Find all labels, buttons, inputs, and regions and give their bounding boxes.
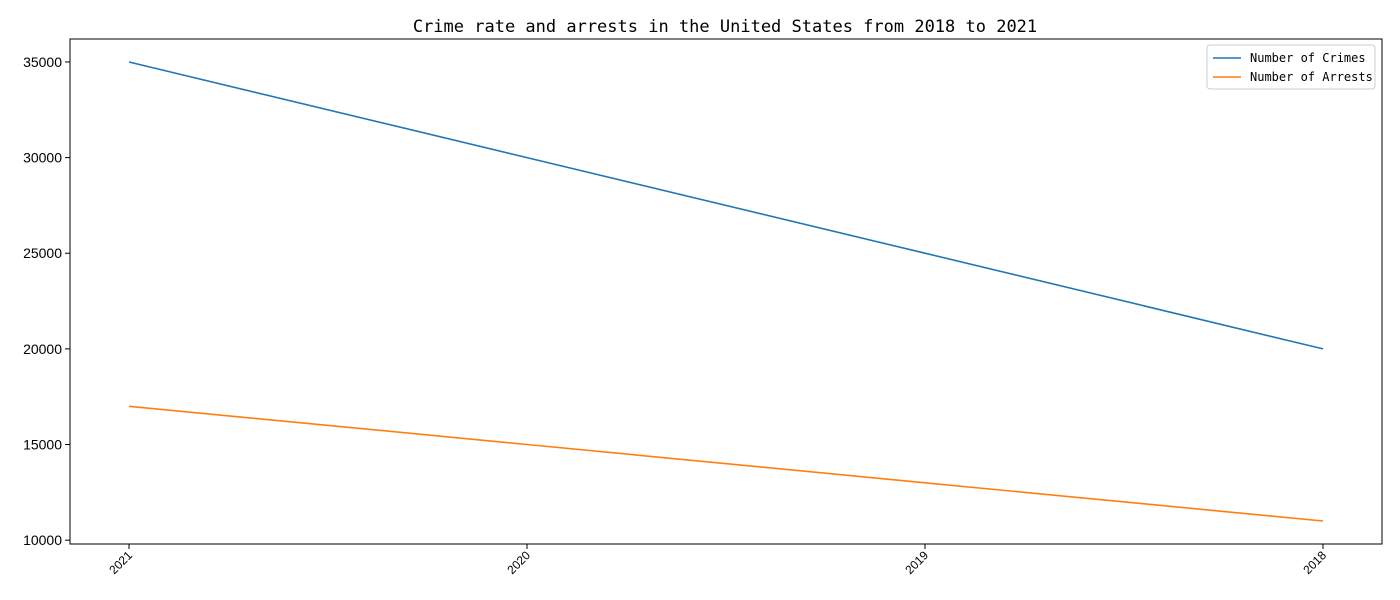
x-tick-label: 2021 bbox=[106, 548, 135, 577]
legend-box bbox=[1206, 44, 1376, 90]
x-axis: 2021 2020 2019 2018 bbox=[106, 544, 1329, 577]
x-tick-label: 2018 bbox=[1300, 548, 1329, 577]
y-tick-label: 10000 bbox=[23, 532, 62, 548]
y-tick-label: 20000 bbox=[23, 341, 62, 357]
x-tick-label: 2020 bbox=[504, 548, 533, 577]
y-tick-label: 35000 bbox=[23, 54, 62, 70]
series-lines bbox=[128, 61, 1324, 522]
legend-label: Number of Crimes bbox=[1250, 51, 1366, 65]
plot-area bbox=[69, 38, 1383, 545]
y-tick-label: 25000 bbox=[23, 245, 62, 261]
x-tick-label: 2019 bbox=[902, 548, 931, 577]
y-axis: 10000 15000 20000 25000 30000 35000 bbox=[23, 54, 70, 548]
series-line-crimes bbox=[128, 61, 1324, 350]
legend-label: Number of Arrests bbox=[1250, 70, 1373, 84]
series-line-arrests bbox=[128, 405, 1324, 522]
y-tick-label: 15000 bbox=[23, 437, 62, 453]
legend: Number of Crimes Number of Arrests bbox=[1206, 44, 1376, 90]
chart-title: Crime rate and arrests in the United Sta… bbox=[413, 17, 1037, 37]
y-tick-label: 30000 bbox=[23, 150, 62, 166]
